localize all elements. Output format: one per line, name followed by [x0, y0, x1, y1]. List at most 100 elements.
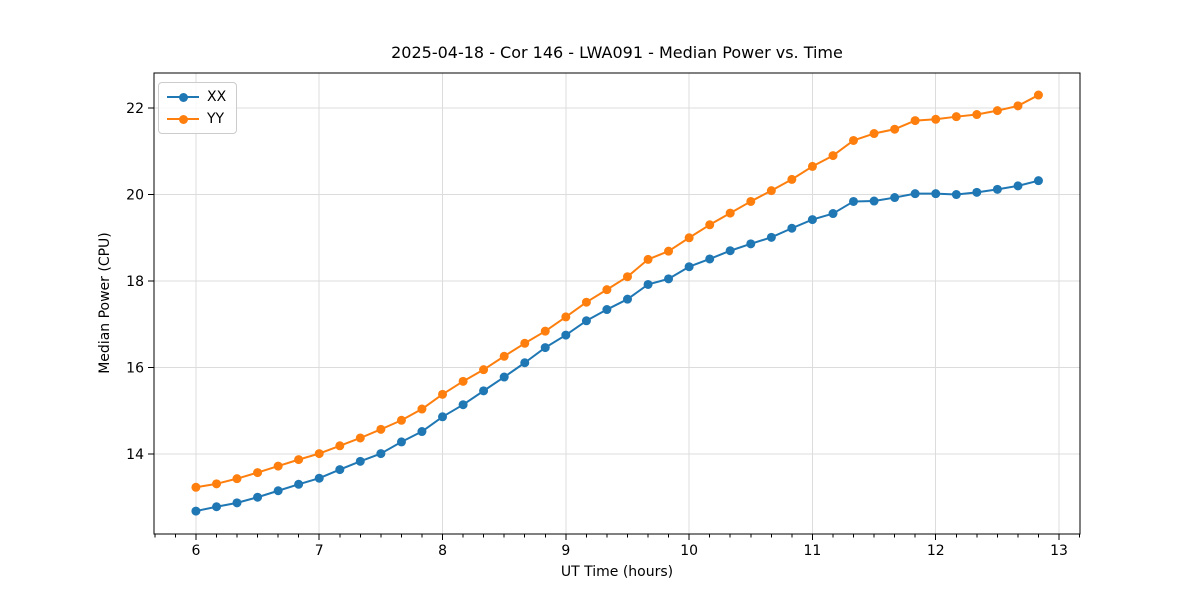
y-axis-label: Median Power (CPU): [97, 232, 113, 374]
data-point-yy: [972, 110, 982, 120]
data-point-yy: [992, 106, 1002, 116]
data-point-xx: [972, 187, 982, 197]
x-tick-label: 8: [438, 543, 447, 559]
data-point-yy: [232, 474, 242, 484]
data-point-xx: [376, 449, 386, 459]
data-point-xx: [561, 330, 571, 340]
chart-title: 2025-04-18 - Cor 146 - LWA091 - Median P…: [391, 43, 843, 62]
data-point-yy: [479, 365, 489, 375]
data-point-yy: [622, 272, 632, 282]
data-point-xx: [1033, 176, 1043, 186]
data-point-yy: [890, 124, 900, 134]
data-point-xx: [787, 223, 797, 233]
data-point-xx: [540, 343, 550, 353]
legend-label-xx: XX: [207, 89, 227, 105]
legend-label-yy: YY: [207, 111, 225, 127]
data-point-xx: [910, 189, 920, 199]
y-tick-label: 18: [126, 274, 144, 290]
data-point-yy: [766, 186, 776, 196]
data-point-yy: [1033, 90, 1043, 100]
data-point-yy: [520, 338, 530, 348]
data-point-xx: [581, 316, 591, 326]
data-point-xx: [479, 386, 489, 396]
data-point-xx: [191, 506, 201, 516]
data-point-yy: [602, 285, 612, 295]
data-point-xx: [643, 279, 653, 289]
x-tick-label: 7: [315, 543, 324, 559]
y-tick-label: 20: [126, 188, 144, 204]
x-tick-label: 6: [191, 543, 200, 559]
x-tick-label: 9: [561, 543, 570, 559]
data-point-xx: [273, 486, 283, 496]
x-tick-label: 11: [804, 543, 822, 559]
data-point-yy: [746, 196, 756, 206]
data-point-xx: [396, 437, 406, 447]
data-point-yy: [951, 112, 961, 122]
data-point-yy: [643, 254, 653, 264]
data-point-yy: [376, 424, 386, 434]
data-point-yy: [438, 389, 448, 399]
x-tick-label: 12: [927, 543, 945, 559]
data-point-yy: [253, 468, 263, 478]
data-point-xx: [253, 492, 263, 502]
plot-border: [153, 72, 1081, 535]
series-line-xx: [195, 179, 1039, 513]
data-point-xx: [684, 262, 694, 272]
x-tick-label: 10: [680, 543, 698, 559]
data-point-xx: [622, 294, 632, 304]
data-point-yy: [664, 246, 674, 256]
data-point-yy: [294, 455, 304, 465]
legend: XX YY: [158, 82, 238, 134]
data-point-yy: [191, 482, 201, 492]
data-point-xx: [869, 196, 879, 206]
data-point-yy: [787, 174, 797, 184]
legend-line-marker-icon: [167, 114, 199, 124]
data-point-yy: [705, 220, 715, 230]
data-point-xx: [746, 239, 756, 249]
data-point-xx: [766, 232, 776, 242]
data-point-yy: [396, 415, 406, 425]
y-tick-label: 16: [126, 361, 144, 377]
data-point-yy: [828, 151, 838, 161]
data-point-xx: [335, 465, 345, 475]
data-point-yy: [807, 161, 817, 171]
y-tick-label: 22: [126, 101, 144, 117]
data-point-yy: [458, 376, 468, 386]
data-point-yy: [417, 404, 427, 414]
data-point-xx: [807, 215, 817, 225]
data-point-yy: [1013, 101, 1023, 111]
data-point-xx: [520, 358, 530, 368]
data-point-xx: [438, 412, 448, 422]
data-point-xx: [1013, 181, 1023, 191]
data-point-xx: [664, 274, 674, 284]
data-point-yy: [910, 116, 920, 126]
data-point-xx: [828, 209, 838, 219]
data-point-yy: [273, 461, 283, 471]
data-point-xx: [992, 184, 1002, 194]
data-point-yy: [335, 441, 345, 451]
data-point-xx: [890, 193, 900, 203]
data-point-yy: [931, 114, 941, 124]
legend-line-marker-icon: [167, 92, 199, 102]
data-point-yy: [212, 479, 222, 489]
data-point-xx: [705, 254, 715, 264]
data-point-xx: [499, 372, 509, 382]
data-point-xx: [848, 196, 858, 206]
data-point-xx: [232, 498, 242, 508]
data-point-xx: [294, 479, 304, 489]
legend-item-xx: XX: [167, 88, 226, 106]
legend-item-yy: YY: [167, 110, 226, 128]
x-axis-label: UT Time (hours): [560, 564, 674, 580]
data-point-xx: [951, 190, 961, 200]
x-tick-label: 13: [1050, 543, 1068, 559]
series-line-yy: [195, 94, 1039, 489]
data-point-yy: [869, 129, 879, 139]
data-point-yy: [499, 351, 509, 361]
y-tick-label: 14: [126, 447, 144, 463]
data-point-yy: [314, 449, 324, 459]
data-point-xx: [931, 189, 941, 199]
data-point-xx: [458, 400, 468, 410]
data-point-xx: [314, 473, 324, 483]
